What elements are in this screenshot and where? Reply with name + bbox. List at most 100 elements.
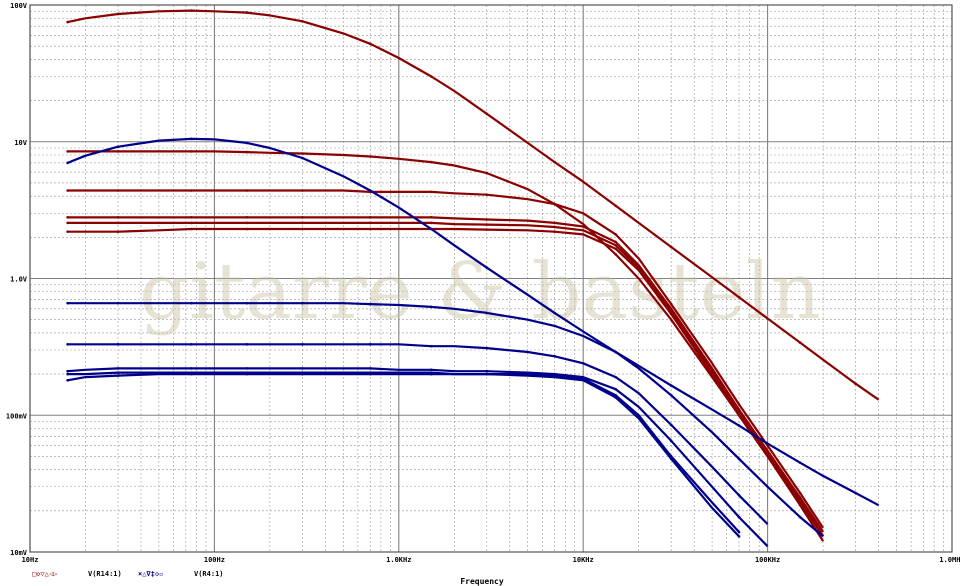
series-point	[737, 493, 741, 497]
series-point	[116, 374, 120, 377]
series-point	[368, 343, 372, 346]
series-point	[116, 367, 120, 370]
x-tick-label: 100Hz	[204, 556, 225, 564]
legend-label: V(R4:1)	[194, 570, 224, 578]
series-point	[798, 491, 802, 495]
series-point	[614, 350, 617, 354]
series-point	[737, 424, 741, 427]
series-line-4	[67, 221, 825, 537]
series-point	[798, 503, 802, 507]
series-point	[301, 301, 304, 305]
series-point	[429, 305, 433, 309]
series-point	[190, 9, 193, 12]
series-point	[116, 371, 120, 374]
series-point	[66, 369, 69, 373]
x-tick-labels: 10Hz 100Hz 1.0KHz 10KHz 100KHz 1.0MHz	[22, 556, 960, 564]
series-point	[854, 382, 857, 386]
series-point	[66, 189, 69, 192]
legend-label: V(R14:1)	[88, 570, 122, 578]
series-point	[245, 141, 249, 145]
series-point	[485, 346, 489, 350]
series-point	[429, 216, 433, 219]
series-point	[116, 189, 120, 192]
y-tick-label: 100mV	[6, 412, 28, 420]
series-point	[66, 150, 69, 153]
series-point	[368, 221, 372, 225]
series-point	[66, 161, 69, 165]
series-point	[66, 379, 69, 382]
series-point	[429, 75, 433, 78]
series-point	[429, 344, 433, 348]
series-point	[669, 393, 673, 397]
series-point	[245, 301, 249, 305]
series-point	[116, 301, 120, 305]
x-tick-label: 1.0KHz	[386, 556, 411, 564]
series-point	[485, 223, 489, 226]
series-point	[368, 367, 372, 370]
series-line-6	[67, 137, 880, 507]
series-point	[301, 367, 304, 370]
series-point	[614, 387, 617, 391]
series-point	[614, 233, 617, 236]
series-point	[485, 266, 489, 269]
series-point	[301, 189, 304, 192]
series-line-7	[67, 302, 824, 538]
series-point	[429, 372, 433, 376]
series-point	[116, 145, 120, 149]
series-point	[190, 189, 193, 192]
series-point	[669, 423, 673, 427]
legend: □◇▽△◁▷ V(R14:1) ×△∇‡◇▫ V(R4:1)	[32, 570, 224, 578]
series-line-9	[67, 367, 769, 548]
series-point	[245, 343, 249, 346]
series-point	[301, 227, 304, 231]
series-point	[66, 216, 69, 219]
series-point	[190, 216, 193, 219]
series-point	[116, 150, 120, 153]
series-point	[553, 202, 556, 206]
x-tick-label: 10Hz	[22, 556, 39, 564]
series-point	[737, 413, 741, 417]
series-point	[368, 189, 372, 192]
series-point	[190, 137, 193, 141]
series-point	[245, 216, 249, 219]
series-point	[669, 457, 673, 461]
series-point	[429, 227, 433, 231]
series-point	[116, 343, 120, 346]
series-point	[245, 367, 249, 370]
series-point	[669, 245, 673, 249]
axes	[29, 4, 953, 553]
series-point	[669, 384, 673, 387]
series-point	[66, 230, 69, 233]
series-point	[429, 221, 433, 225]
series-point	[190, 150, 193, 153]
series-point	[737, 535, 741, 538]
series-point	[368, 155, 372, 158]
watermark-text: gitarre & basteln	[139, 247, 821, 337]
series-point	[669, 318, 673, 321]
series-point	[798, 515, 802, 519]
series-point	[245, 221, 249, 225]
series-point	[190, 227, 193, 231]
series-point	[301, 152, 304, 155]
series-point	[301, 343, 304, 346]
grid	[29, 5, 952, 553]
series-point	[301, 216, 304, 219]
series-point	[485, 171, 489, 175]
series-point	[116, 230, 120, 233]
series-point	[301, 372, 304, 376]
series-line-1	[67, 150, 825, 538]
series-line-8	[67, 343, 769, 525]
series-line-0	[67, 9, 880, 401]
series-point	[669, 302, 673, 306]
y-tick-label: 100V	[10, 2, 28, 10]
y-tick-label: 10mV	[10, 549, 28, 557]
series-point	[485, 369, 489, 373]
series-point	[368, 372, 372, 376]
series-point	[485, 112, 489, 116]
series-line-11	[67, 373, 740, 538]
series-point	[368, 42, 372, 46]
series-point	[301, 19, 304, 23]
series-point	[798, 341, 802, 344]
series-point	[614, 247, 617, 251]
series-point	[66, 20, 69, 24]
